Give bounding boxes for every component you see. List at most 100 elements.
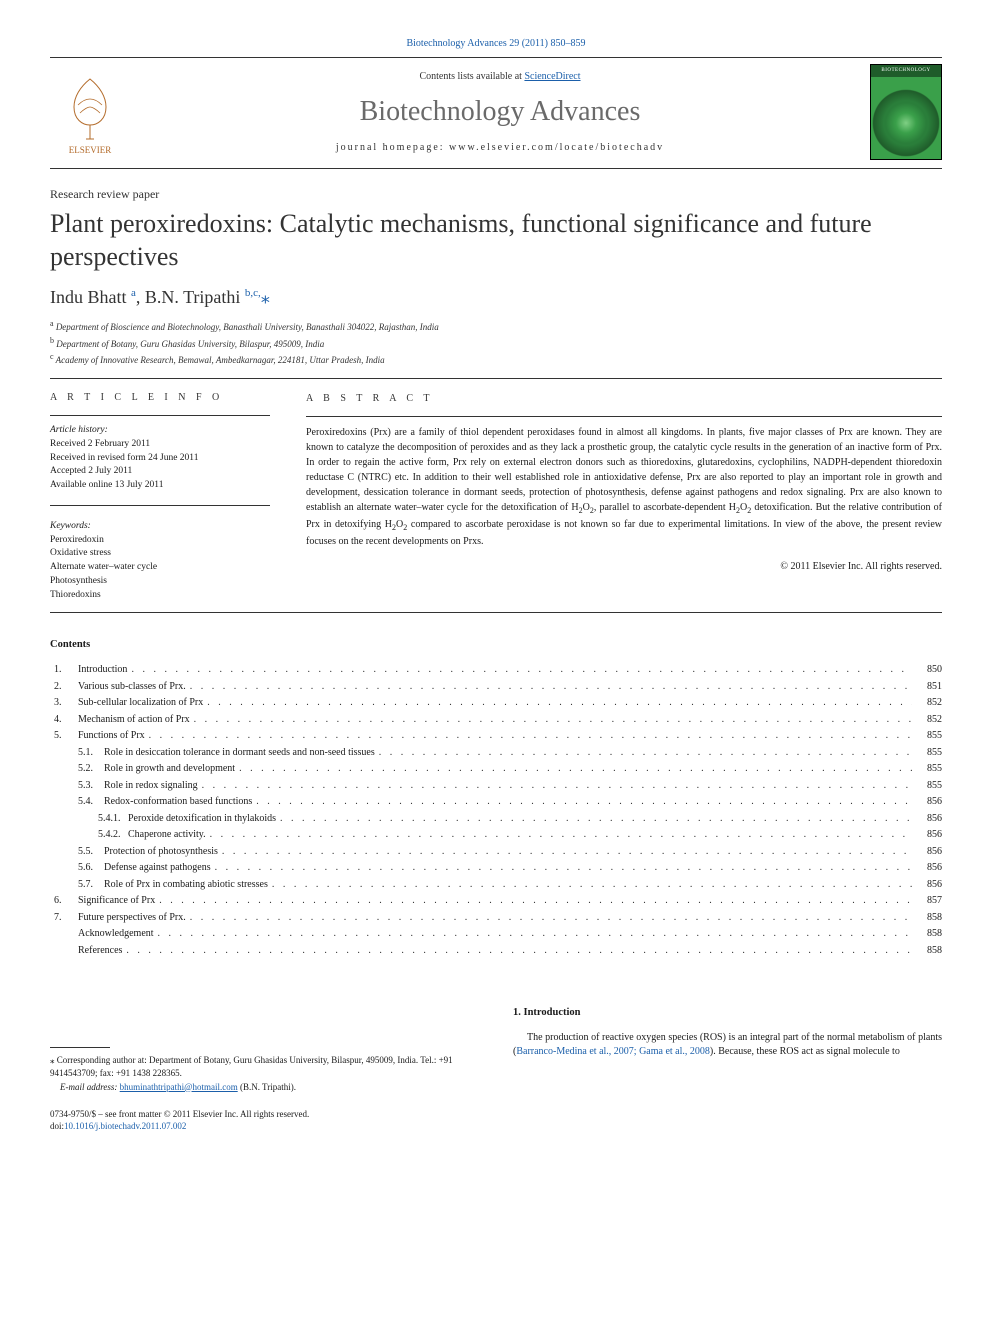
- toc-leader-dots: . . . . . . . . . . . . . . . . . . . . …: [203, 695, 912, 712]
- toc-row[interactable]: 5.5. Protection of photosynthesis . . . …: [50, 844, 942, 861]
- toc-page: 856: [912, 794, 942, 811]
- article-history-head: Article history:: [50, 424, 270, 438]
- toc-label: Role in growth and development: [98, 761, 235, 778]
- toc-row[interactable]: 5.7. Role of Prx in combating abiotic st…: [50, 877, 942, 894]
- toc-row[interactable]: 4. Mechanism of action of Prx . . . . . …: [50, 712, 942, 729]
- sciencedirect-link[interactable]: ScienceDirect: [524, 71, 580, 82]
- toc-page: 855: [912, 728, 942, 745]
- email-label: E-mail address:: [50, 1082, 120, 1092]
- toc-page: 856: [912, 811, 942, 828]
- toc-row[interactable]: 5.4.2. Chaperone activity. . . . . . . .…: [50, 827, 942, 844]
- history-line: Received 2 February 2011: [50, 438, 270, 452]
- toc-label: Various sub-classes of Prx.: [78, 679, 186, 696]
- contents-section: Contents 1. Introduction . . . . . . . .…: [50, 639, 942, 959]
- toc-page: 852: [912, 712, 942, 729]
- toc-page: 858: [912, 943, 942, 960]
- author-email-link[interactable]: bhuminathtripathi@hotmail.com: [120, 1082, 238, 1092]
- email-suffix: (B.N. Tripathi).: [238, 1082, 296, 1092]
- abstract-subrule: [306, 416, 942, 417]
- toc-label: Introduction: [78, 662, 127, 679]
- toc-number: 6.: [50, 893, 78, 910]
- toc-number: 5.1.: [50, 745, 98, 762]
- paper-type: Research review paper: [50, 187, 942, 202]
- toc-number: 5.6.: [50, 860, 98, 877]
- history-line: Received in revised form 24 June 2011: [50, 452, 270, 466]
- journal-ref-link[interactable]: Biotechnology Advances 29 (2011) 850–859: [50, 38, 942, 49]
- toc-row[interactable]: 1. Introduction . . . . . . . . . . . . …: [50, 662, 942, 679]
- toc-page: 856: [912, 827, 942, 844]
- toc-page: 851: [912, 679, 942, 696]
- toc-label: Sub-cellular localization of Prx: [78, 695, 203, 712]
- toc-row[interactable]: References . . . . . . . . . . . . . . .…: [50, 943, 942, 960]
- toc-row[interactable]: 5.2. Role in growth and development . . …: [50, 761, 942, 778]
- toc-number: 5.: [50, 728, 78, 745]
- toc-number: 5.7.: [50, 877, 98, 894]
- toc-leader-dots: . . . . . . . . . . . . . . . . . . . . …: [190, 712, 912, 729]
- toc-row[interactable]: 5. Functions of Prx . . . . . . . . . . …: [50, 728, 942, 745]
- toc-leader-dots: . . . . . . . . . . . . . . . . . . . . …: [235, 761, 912, 778]
- abstract-copyright: © 2011 Elsevier Inc. All rights reserved…: [306, 559, 942, 574]
- toc-label: Mechanism of action of Prx: [78, 712, 190, 729]
- table-of-contents: 1. Introduction . . . . . . . . . . . . …: [50, 662, 942, 959]
- toc-number: 5.2.: [50, 761, 98, 778]
- toc-label: Role in redox signaling: [98, 778, 198, 795]
- toc-label: Functions of Prx: [78, 728, 145, 745]
- toc-label: References: [78, 943, 122, 960]
- toc-label: Acknowledgement: [78, 926, 154, 943]
- toc-label: Significance of Prx: [78, 893, 155, 910]
- doi-prefix: doi:: [50, 1121, 64, 1131]
- journal-name: Biotechnology Advances: [138, 96, 862, 128]
- page: Biotechnology Advances 29 (2011) 850–859…: [0, 0, 992, 1173]
- toc-page: 855: [912, 778, 942, 795]
- toc-page: 855: [912, 745, 942, 762]
- history-line: Accepted 2 July 2011: [50, 465, 270, 479]
- toc-row[interactable]: 5.4.1. Peroxide detoxification in thylak…: [50, 811, 942, 828]
- toc-page: 857: [912, 893, 942, 910]
- article-info-heading: A R T I C L E I N F O: [50, 391, 270, 406]
- authors: Indu Bhatt a, B.N. Tripathi b,c,⁎: [50, 287, 942, 308]
- toc-row[interactable]: 5.4. Redox-conformation based functions …: [50, 794, 942, 811]
- toc-leader-dots: . . . . . . . . . . . . . . . . . . . . …: [122, 943, 912, 960]
- toc-row[interactable]: 3. Sub-cellular localization of Prx . . …: [50, 695, 942, 712]
- toc-row[interactable]: 5.3. Role in redox signaling . . . . . .…: [50, 778, 942, 795]
- front-matter-line: 0734-9750/$ – see front matter © 2011 El…: [50, 1108, 479, 1121]
- keyword: Alternate water–water cycle: [50, 561, 270, 575]
- journal-header: ELSEVIER Contents lists available at Sci…: [50, 57, 942, 169]
- toc-number: 4.: [50, 712, 78, 729]
- keyword: Peroxiredoxin: [50, 534, 270, 548]
- toc-label: Peroxide detoxification in thylakoids: [122, 811, 276, 828]
- contents-heading: Contents: [50, 639, 942, 650]
- info-subrule-2: [50, 505, 270, 506]
- toc-row[interactable]: 5.6. Defense against pathogens . . . . .…: [50, 860, 942, 877]
- horizontal-rule: [50, 378, 942, 379]
- toc-leader-dots: . . . . . . . . . . . . . . . . . . . . …: [276, 811, 912, 828]
- article-history: Received 2 February 2011Received in revi…: [50, 438, 270, 493]
- toc-row[interactable]: 2. Various sub-classes of Prx. . . . . .…: [50, 679, 942, 696]
- toc-label: Defense against pathogens: [98, 860, 211, 877]
- toc-row[interactable]: Acknowledgement . . . . . . . . . . . . …: [50, 926, 942, 943]
- toc-number: 7.: [50, 910, 78, 927]
- header-center: Contents lists available at ScienceDirec…: [130, 67, 870, 157]
- toc-row[interactable]: 5.1. Role in desiccation tolerance in do…: [50, 745, 942, 762]
- toc-leader-dots: . . . . . . . . . . . . . . . . . . . . …: [186, 910, 912, 927]
- toc-leader-dots: . . . . . . . . . . . . . . . . . . . . …: [375, 745, 912, 762]
- footer-meta: 0734-9750/$ – see front matter © 2011 El…: [50, 1108, 479, 1133]
- keyword: Thioredoxins: [50, 589, 270, 603]
- toc-label: Role in desiccation tolerance in dormant…: [98, 745, 375, 762]
- toc-number: 3.: [50, 695, 78, 712]
- toc-leader-dots: . . . . . . . . . . . . . . . . . . . . …: [145, 728, 912, 745]
- doi-link[interactable]: 10.1016/j.biotechadv.2011.07.002: [64, 1121, 186, 1131]
- info-abstract-row: A R T I C L E I N F O Article history: R…: [50, 391, 942, 603]
- toc-leader-dots: . . . . . . . . . . . . . . . . . . . . …: [252, 794, 912, 811]
- toc-row[interactable]: 6. Significance of Prx . . . . . . . . .…: [50, 893, 942, 910]
- toc-number: 1.: [50, 662, 78, 679]
- toc-label: Role of Prx in combating abiotic stresse…: [98, 877, 268, 894]
- toc-leader-dots: . . . . . . . . . . . . . . . . . . . . …: [206, 827, 912, 844]
- toc-leader-dots: . . . . . . . . . . . . . . . . . . . . …: [154, 926, 912, 943]
- contents-lists-line: Contents lists available at ScienceDirec…: [138, 71, 862, 82]
- toc-row[interactable]: 7. Future perspectives of Prx. . . . . .…: [50, 910, 942, 927]
- affiliation: a Department of Bioscience and Biotechno…: [50, 318, 942, 335]
- toc-number: 5.4.2.: [50, 827, 122, 844]
- horizontal-rule-2: [50, 612, 942, 613]
- toc-label: Future perspectives of Prx.: [78, 910, 186, 927]
